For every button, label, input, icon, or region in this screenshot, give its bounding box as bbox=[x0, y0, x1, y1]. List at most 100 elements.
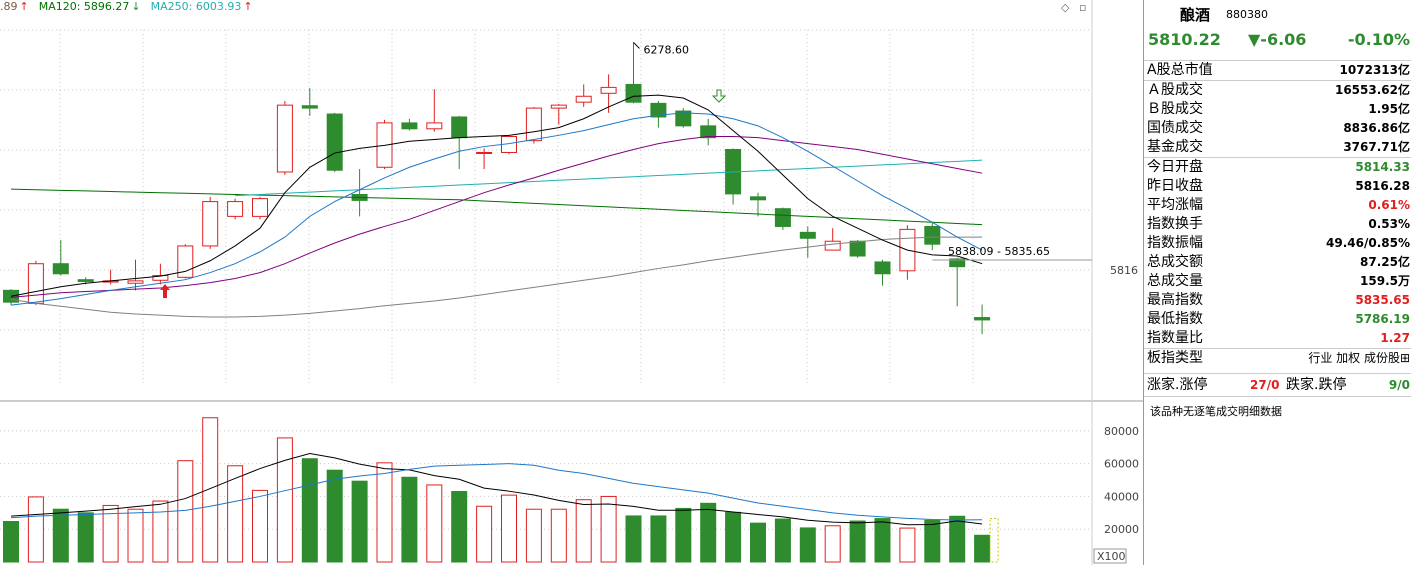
volume-bar bbox=[227, 465, 244, 563]
info-label: 基金成交 bbox=[1147, 139, 1203, 155]
volume-bar bbox=[949, 515, 966, 563]
info-row: 指数换手 0.53% bbox=[1144, 215, 1411, 234]
volume-bar bbox=[376, 462, 393, 563]
volume-bar bbox=[924, 519, 941, 563]
ma60-line bbox=[10, 236, 983, 318]
volume-bar bbox=[575, 499, 592, 563]
info-value: 1072313亿 bbox=[1339, 63, 1410, 77]
ma10-line bbox=[10, 112, 983, 306]
candle-body bbox=[202, 201, 219, 247]
decline-label: 跌家.跌停 bbox=[1286, 377, 1347, 393]
ma250-legend: MA250: 6003.93 bbox=[150, 0, 242, 13]
candle-body bbox=[77, 279, 94, 282]
last-price: 5810.22 bbox=[1148, 30, 1221, 49]
candle-body bbox=[152, 275, 169, 281]
ma120-legend: MA120: 5896.27 bbox=[38, 0, 130, 13]
advance-value: 27/0 bbox=[1250, 378, 1280, 392]
candle-body bbox=[625, 83, 642, 103]
info-row: 今日开盘 5814.33 bbox=[1144, 157, 1411, 177]
candle-body bbox=[675, 110, 692, 127]
candle-body bbox=[924, 225, 941, 245]
volume-bar bbox=[874, 518, 891, 563]
candle-body bbox=[824, 240, 841, 251]
scroll-icon[interactable]: ▫ bbox=[1079, 1, 1087, 14]
info-value: 3767.71亿 bbox=[1343, 140, 1410, 154]
volume-tick-label: 60000 bbox=[1104, 458, 1139, 471]
info-row: 总成交额 87.25亿 bbox=[1144, 253, 1411, 272]
volume-bar bbox=[774, 518, 791, 563]
volume-unit-box bbox=[1093, 548, 1127, 564]
ma20-line bbox=[10, 136, 983, 298]
buy-arrow-icon bbox=[160, 284, 170, 298]
volume-bar bbox=[824, 525, 841, 563]
info-value: 49.46/0.85% bbox=[1326, 236, 1410, 250]
volume-bar bbox=[326, 469, 343, 563]
volume-bar bbox=[525, 508, 542, 563]
info-row: 指数振幅 49.46/0.85% bbox=[1144, 234, 1411, 253]
volume-bar bbox=[426, 484, 443, 563]
stock-code: 880380 bbox=[1226, 8, 1268, 21]
info-value: 87.25亿 bbox=[1360, 255, 1410, 269]
info-label: 最低指数 bbox=[1147, 311, 1203, 327]
volume-bar bbox=[3, 521, 19, 563]
candle-body bbox=[600, 86, 617, 94]
info-table: A股总市值 1072313亿 Ａ股成交 16553.62亿 Ｂ股成交 1.95亿 国债成交 8… bbox=[1144, 60, 1411, 368]
volume-bar bbox=[650, 515, 667, 563]
kline-chart-area[interactable]: 80000 60000 40000 20000 6278.60 5838.09 - 583… bbox=[0, 0, 1143, 565]
info-value: 0.53% bbox=[1368, 217, 1410, 231]
info-label: 指数振幅 bbox=[1147, 235, 1203, 251]
candle-body bbox=[276, 104, 293, 173]
volume-unit-label: X100 bbox=[1097, 550, 1126, 563]
info-label: 指数量比 bbox=[1147, 330, 1203, 346]
diamond-icon[interactable]: ◇ bbox=[1061, 1, 1070, 14]
sell-arrow-icon bbox=[711, 89, 727, 103]
ma-legend-tail: .89 bbox=[0, 0, 18, 13]
volume-bar bbox=[725, 511, 742, 563]
candle-body bbox=[849, 240, 866, 257]
volume-bar bbox=[550, 508, 567, 563]
info-label: 昨日收盘 bbox=[1147, 178, 1203, 194]
info-label: 板指类型 bbox=[1147, 350, 1203, 366]
high-price-label: 6278.60 bbox=[644, 43, 690, 56]
volume-bar bbox=[52, 508, 69, 563]
info-row[interactable]: 板指类型 行业 加权 成份股⊞ bbox=[1144, 348, 1411, 368]
info-row: 基金成交 3767.71亿 bbox=[1144, 138, 1411, 157]
info-row: 平均涨幅 0.61% bbox=[1144, 196, 1411, 215]
info-row: Ａ股成交 16553.62亿 bbox=[1144, 80, 1411, 100]
candle-body bbox=[227, 201, 244, 217]
ma-legend: .89 ↑ MA120: 5896.27 ↓ MA250: 6003.93 ↑ bbox=[0, 0, 255, 14]
candle-body bbox=[799, 231, 816, 239]
range-label: 5838.09 - 5835.65 bbox=[948, 245, 1050, 258]
candle-body bbox=[127, 280, 144, 284]
info-value: 159.5万 bbox=[1360, 274, 1410, 288]
candle-body bbox=[774, 208, 791, 227]
volume-bar bbox=[750, 522, 766, 563]
volume-bar bbox=[102, 504, 119, 563]
quote-summary: 5810.22 ▼-6.06 -0.10% bbox=[1144, 30, 1411, 52]
volume-bar bbox=[276, 437, 293, 563]
advance-decline-row: 涨家.涨停 27/0 跌家.跌停 9/0 bbox=[1144, 373, 1411, 397]
ma5-line bbox=[10, 94, 983, 297]
info-value: 5835.65 bbox=[1355, 293, 1410, 307]
stock-name: 酿酒 bbox=[1180, 6, 1211, 24]
candle-body bbox=[52, 263, 69, 275]
info-value: 1.95亿 bbox=[1368, 102, 1410, 116]
volume-bar bbox=[202, 417, 219, 563]
volume-tick-label: 20000 bbox=[1104, 523, 1139, 536]
info-label: 今日开盘 bbox=[1147, 159, 1203, 175]
stock-title: 酿酒 880380 bbox=[1144, 2, 1411, 24]
info-label: 平均涨幅 bbox=[1147, 197, 1203, 213]
ma120-arrow-icon: ↓ bbox=[131, 0, 141, 13]
volume-tick-label: 40000 bbox=[1104, 490, 1139, 503]
info-label: A股总市值 bbox=[1147, 62, 1213, 78]
info-label: Ｂ股成交 bbox=[1147, 101, 1203, 117]
candle-body bbox=[426, 122, 443, 130]
price-change: ▼-6.06 bbox=[1248, 30, 1307, 49]
volume-bar bbox=[799, 527, 816, 563]
info-value: 8836.86亿 bbox=[1343, 121, 1410, 135]
kline-chart[interactable]: 80000 60000 40000 20000 6278.60 5838.09 - 583… bbox=[0, 0, 1143, 565]
candle-body bbox=[550, 104, 567, 109]
volume-bar bbox=[127, 508, 144, 563]
info-row: A股总市值 1072313亿 bbox=[1144, 60, 1411, 80]
candle-body bbox=[650, 102, 667, 118]
